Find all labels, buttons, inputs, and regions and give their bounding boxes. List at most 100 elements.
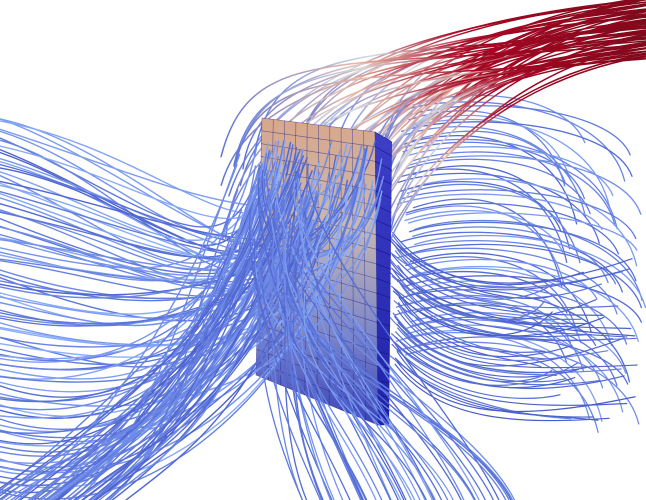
streamline-lower	[105, 262, 279, 500]
streamline-lower	[17, 164, 238, 500]
streamline-loop	[408, 212, 638, 251]
streamline-front-down	[284, 172, 308, 500]
streamline-loop	[408, 221, 637, 282]
streamline-lower	[30, 159, 300, 500]
streamline-wake	[389, 259, 582, 320]
streamline-loop	[412, 265, 639, 342]
streamline-front-down	[284, 239, 412, 500]
streamline-wake	[391, 254, 604, 316]
streamline-front-down	[263, 178, 486, 500]
streamline-loop	[412, 198, 563, 288]
streamline-wake	[390, 267, 636, 337]
streamline-loop	[404, 319, 604, 389]
streamline-approach	[0, 167, 297, 253]
streamline-over-top	[253, 31, 646, 156]
streamline-wake	[397, 327, 567, 383]
mesh-line-horizontal	[261, 117, 376, 133]
streamline-approach	[0, 147, 258, 269]
streamline-lower	[98, 250, 235, 500]
mesh-line-side	[376, 336, 391, 341]
mesh-line-side	[376, 292, 391, 298]
streamline-wake	[397, 302, 573, 358]
mesh-line-side	[375, 234, 392, 242]
streamline-loop	[412, 226, 609, 284]
streamline-lower	[19, 170, 313, 500]
streamlines-front	[0, 118, 516, 500]
streamline-wake	[394, 357, 595, 418]
streamline-lower	[94, 228, 285, 500]
streamline-wake	[390, 252, 602, 299]
streamline-front-down	[258, 183, 462, 500]
streamline-lower	[54, 223, 294, 500]
streamline-loop	[397, 247, 618, 315]
streamline-approach	[0, 141, 269, 241]
streamline-front-down	[293, 181, 480, 500]
streamline-over-top	[233, 40, 646, 167]
streamline-loop	[407, 258, 598, 300]
streamline-approach	[0, 120, 305, 215]
streamline-loop	[405, 202, 620, 255]
streamline-front-down	[299, 187, 465, 500]
streamline-wake	[394, 250, 619, 309]
streamline-lower	[68, 150, 273, 500]
streamline-front-down	[253, 240, 351, 500]
streamline-front-down	[300, 256, 344, 500]
streamline-wake	[391, 333, 553, 383]
streamline-over-top	[233, 32, 646, 169]
streamline-front-down	[300, 211, 426, 500]
streamline-loop	[414, 234, 646, 309]
streamline-over-top	[233, 58, 646, 167]
streamline-wake	[397, 292, 546, 353]
mesh-line-side	[376, 263, 391, 270]
streamline-front-down	[297, 177, 392, 500]
streamline-lower	[75, 153, 241, 500]
streamline-lower	[89, 235, 300, 500]
mesh-line-horizontal	[261, 130, 376, 147]
streamline-wake	[392, 290, 605, 337]
streamline-approach	[0, 175, 365, 474]
mesh-line-side	[376, 351, 391, 355]
streamline-lower	[0, 210, 264, 490]
mesh-line-horizontal	[261, 143, 376, 162]
streamline-lower	[0, 163, 288, 500]
mesh-line-side	[377, 380, 390, 383]
streamline-wake	[397, 321, 597, 374]
streamline-loop	[396, 193, 603, 231]
streamline-front-down	[282, 195, 332, 500]
streamline-wake	[396, 360, 636, 413]
mesh-line-side	[375, 248, 392, 256]
streamline-wake	[391, 343, 561, 399]
mesh-line-side	[375, 161, 392, 171]
streamline-front-down	[258, 263, 304, 500]
streamline-loop	[404, 146, 614, 197]
streamline-loop	[409, 252, 592, 333]
streamline-lower	[44, 238, 256, 500]
streamline-front-down	[285, 217, 324, 500]
streamline-approach	[0, 137, 261, 228]
streamline-lower	[44, 209, 243, 500]
streamline-approach	[0, 186, 359, 481]
streamline-loop	[408, 155, 642, 215]
mesh-line-side	[375, 219, 392, 228]
streamline-wake	[390, 238, 633, 284]
streamline-front-down	[284, 277, 512, 500]
mesh-line-side	[374, 131, 393, 143]
streamline-loop	[399, 180, 562, 232]
streamline-wake	[394, 363, 610, 422]
streamline-loop	[402, 141, 586, 200]
streamline-over-top	[220, 43, 646, 158]
streamline-loop	[407, 105, 631, 156]
streamline-loop	[398, 240, 617, 285]
streamline-front-down	[303, 295, 402, 500]
streamline-lower	[111, 211, 307, 500]
streamline-loop	[412, 178, 638, 267]
streamline-wake	[392, 312, 557, 377]
streamline-approach	[0, 145, 369, 248]
streamline-approach	[0, 180, 359, 300]
mesh-line-side	[376, 322, 391, 327]
streamline-wake	[395, 246, 554, 300]
streamline-lower	[39, 171, 270, 500]
streamline-approach	[0, 155, 360, 327]
streamline-loop	[406, 158, 591, 215]
